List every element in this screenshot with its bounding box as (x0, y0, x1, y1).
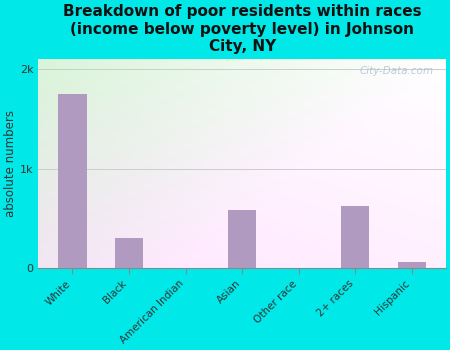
Y-axis label: absolute numbers: absolute numbers (4, 110, 17, 217)
Bar (115, 238, 143, 268)
Bar (398, 262, 426, 268)
Text: City-Data.com: City-Data.com (360, 65, 434, 76)
Bar (228, 210, 256, 268)
Bar (341, 206, 369, 268)
Bar (58, 94, 86, 268)
Title: Breakdown of poor residents within races
(income below poverty level) in Johnson: Breakdown of poor residents within races… (63, 4, 422, 54)
